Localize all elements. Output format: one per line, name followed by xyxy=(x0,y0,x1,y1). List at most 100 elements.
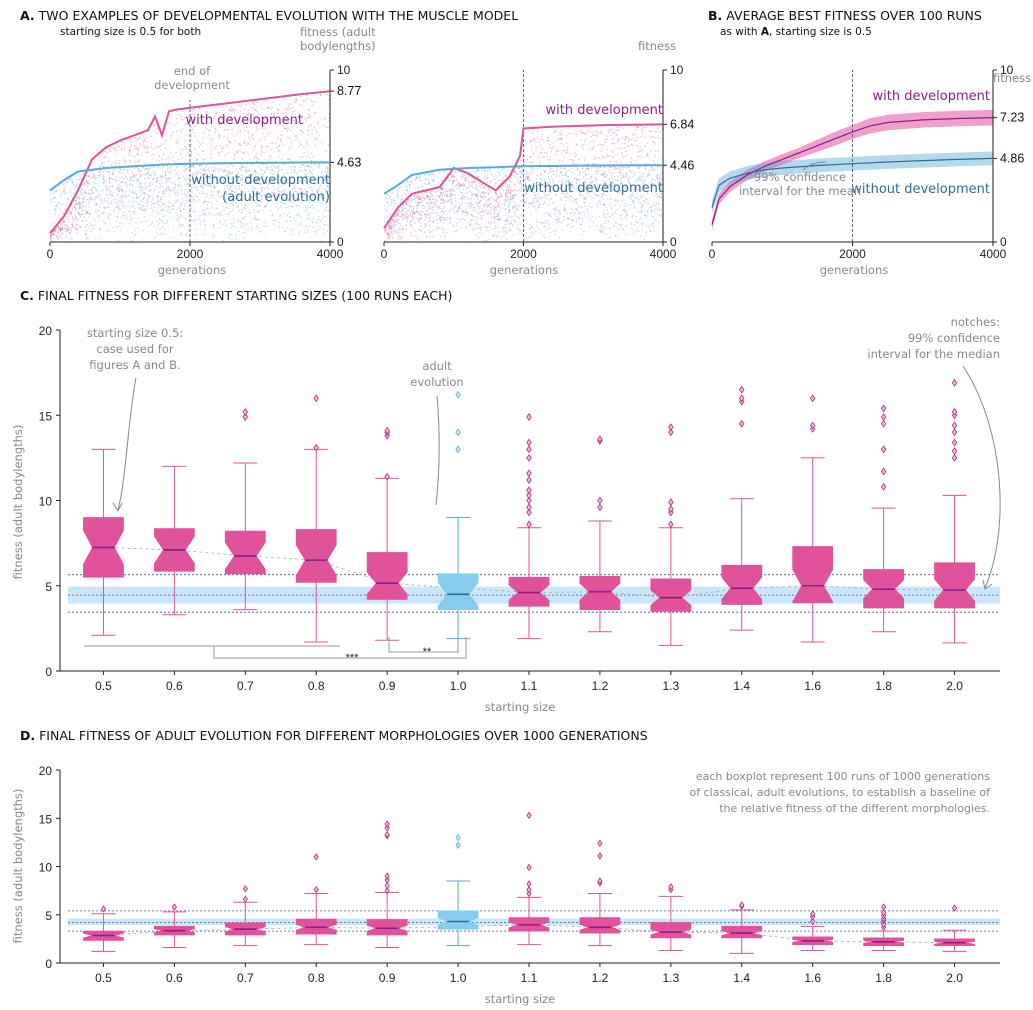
population-dot xyxy=(293,187,295,189)
population-dot xyxy=(80,226,82,228)
population-dot xyxy=(247,142,249,144)
population-dot xyxy=(322,193,324,196)
population-dot xyxy=(402,229,404,231)
population-dot xyxy=(60,224,63,226)
population-dot xyxy=(88,192,90,195)
population-dot xyxy=(116,206,118,208)
population-dot xyxy=(307,176,309,178)
population-dot xyxy=(214,215,216,217)
population-dot xyxy=(302,182,304,184)
population-dot xyxy=(564,168,566,170)
population-dot xyxy=(307,165,309,167)
population-dot xyxy=(637,180,639,182)
population-dot xyxy=(307,151,309,153)
population-dot xyxy=(443,217,445,219)
population-dot xyxy=(231,128,233,131)
population-dot xyxy=(80,226,82,228)
population-dot xyxy=(192,196,194,198)
population-dot xyxy=(168,206,170,208)
population-dot xyxy=(292,200,294,202)
population-dot xyxy=(539,163,541,166)
population-dot xyxy=(264,205,267,207)
population-dot xyxy=(112,169,114,171)
population-dot xyxy=(224,129,226,131)
population-dot xyxy=(244,108,246,110)
population-dot xyxy=(204,167,206,169)
population-dot xyxy=(107,152,109,154)
population-dot xyxy=(422,211,424,214)
population-dot xyxy=(653,223,655,225)
population-dot xyxy=(462,169,464,171)
population-dot xyxy=(50,236,52,238)
population-dot xyxy=(306,116,308,119)
population-dot xyxy=(88,189,90,191)
population-dot xyxy=(148,196,150,198)
population-dot xyxy=(296,182,298,184)
population-dot xyxy=(563,207,565,209)
population-dot xyxy=(87,193,89,195)
population-dot xyxy=(449,173,451,176)
population-dot xyxy=(107,205,109,207)
population-dot xyxy=(637,203,639,205)
population-dot xyxy=(294,166,296,168)
population-dot xyxy=(162,190,164,192)
population-dot xyxy=(566,181,568,183)
population-dot xyxy=(459,172,461,174)
population-dot xyxy=(654,155,656,157)
population-dot xyxy=(292,195,294,197)
population-dot xyxy=(191,187,193,189)
population-dot xyxy=(396,220,398,222)
population-dot xyxy=(463,194,465,196)
population-dot xyxy=(251,205,253,207)
population-dot xyxy=(85,225,87,227)
population-dot xyxy=(123,145,125,148)
population-dot xyxy=(225,201,227,203)
population-dot xyxy=(223,182,225,184)
population-dot xyxy=(148,174,150,176)
population-dot xyxy=(508,199,510,201)
population-dot xyxy=(106,187,108,189)
population-dot xyxy=(469,185,471,187)
population-dot xyxy=(71,181,73,183)
population-dot xyxy=(477,206,479,208)
population-dot xyxy=(462,184,464,186)
population-dot xyxy=(226,202,228,204)
population-dot xyxy=(465,227,467,229)
population-dot xyxy=(61,226,64,228)
population-dot xyxy=(244,179,246,181)
population-dot xyxy=(94,174,96,176)
population-dot xyxy=(183,166,185,168)
population-dot xyxy=(448,211,450,213)
population-dot xyxy=(547,136,549,139)
population-dot xyxy=(404,225,407,227)
population-dot xyxy=(79,203,81,205)
population-dot xyxy=(647,210,649,213)
population-dot xyxy=(629,208,631,210)
population-dot xyxy=(519,171,521,173)
population-dot xyxy=(639,171,641,173)
population-dot xyxy=(496,236,498,238)
population-dot xyxy=(298,204,300,206)
population-dot xyxy=(83,181,85,183)
population-dot xyxy=(152,211,154,213)
population-dot xyxy=(402,203,404,205)
population-dot xyxy=(71,182,73,184)
population-dot xyxy=(239,186,241,189)
population-dot xyxy=(278,165,280,167)
population-dot xyxy=(175,199,177,201)
population-dot xyxy=(413,213,415,215)
population-dot xyxy=(556,171,558,173)
population-dot xyxy=(141,186,143,188)
population-dot xyxy=(76,183,78,185)
population-dot xyxy=(487,187,489,189)
population-dot xyxy=(526,192,528,194)
population-dot xyxy=(236,152,239,154)
population-dot xyxy=(57,225,59,227)
population-dot xyxy=(415,194,417,196)
population-dot xyxy=(102,165,104,168)
population-dot xyxy=(249,177,251,179)
population-dot xyxy=(180,153,182,155)
population-dot xyxy=(254,193,256,195)
population-dot xyxy=(640,207,642,209)
population-dot xyxy=(276,195,278,197)
